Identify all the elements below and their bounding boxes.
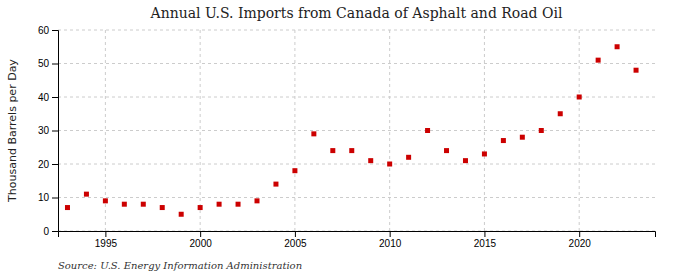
grid-line xyxy=(294,30,295,231)
point xyxy=(255,198,260,203)
tick-mark xyxy=(52,231,58,232)
grid-line xyxy=(58,63,655,64)
point xyxy=(217,202,222,207)
point xyxy=(198,205,203,210)
grid-line xyxy=(484,30,485,231)
point xyxy=(179,212,184,217)
tick: 2020 xyxy=(569,231,592,249)
point xyxy=(596,58,601,63)
tick-label: 50 xyxy=(38,58,50,69)
tick-mark xyxy=(295,231,296,237)
tick: 60 xyxy=(38,25,58,36)
tick-label: 20 xyxy=(38,159,50,170)
tick: 40 xyxy=(38,92,58,103)
point xyxy=(349,148,354,153)
grid-line xyxy=(200,30,201,231)
tick-label: 2015 xyxy=(474,238,497,249)
tick-label: 10 xyxy=(38,192,50,203)
point xyxy=(103,198,108,203)
point xyxy=(425,128,430,133)
tick-mark xyxy=(52,198,58,199)
tick-label: 2020 xyxy=(569,238,592,249)
tick-label: 60 xyxy=(38,25,50,36)
point xyxy=(634,68,639,73)
point xyxy=(141,202,146,207)
chart: 1995 2000 2005 2010 2015 2020 0 10 20 30 40 50 60 Ann… xyxy=(0,0,675,275)
grid-line xyxy=(579,30,580,231)
tick-label: 2010 xyxy=(379,238,402,249)
grid xyxy=(58,30,655,231)
grid-line xyxy=(58,97,655,98)
x-axis: 1995 2000 2005 2010 2015 2020 xyxy=(59,231,656,249)
tick-label: 1995 xyxy=(95,238,118,249)
tick-label: 30 xyxy=(38,125,50,136)
grid-line xyxy=(389,30,390,231)
tick: 2005 xyxy=(284,231,307,249)
point xyxy=(236,202,241,207)
point xyxy=(539,128,544,133)
point xyxy=(482,151,487,156)
tick-mark xyxy=(484,231,485,237)
tick-label: 2005 xyxy=(284,238,307,249)
tick-mark xyxy=(200,231,201,237)
point xyxy=(311,131,316,136)
tick: 2015 xyxy=(474,231,497,249)
point xyxy=(463,158,468,163)
plot: 1995 2000 2005 2010 2015 2020 0 10 20 30 40 50 60 xyxy=(38,25,656,249)
point xyxy=(122,202,127,207)
axis-line xyxy=(52,31,59,232)
tick-label: 40 xyxy=(38,92,50,103)
point xyxy=(577,95,582,100)
point xyxy=(406,155,411,160)
point xyxy=(615,44,620,49)
point xyxy=(273,182,278,187)
grid-line xyxy=(58,197,655,198)
point xyxy=(65,205,70,210)
annotation: Source: U.S. Energy Information Administ… xyxy=(58,260,302,271)
tick-mark xyxy=(52,131,58,132)
point xyxy=(387,162,392,167)
point xyxy=(160,205,165,210)
point xyxy=(520,135,525,140)
point xyxy=(558,111,563,116)
y-axis: 0 10 20 30 40 50 60 xyxy=(38,25,59,237)
tick-mark xyxy=(390,231,391,237)
points xyxy=(65,44,639,217)
tick-mark xyxy=(105,231,106,237)
tick: 20 xyxy=(38,159,58,170)
tick: 2010 xyxy=(379,231,402,249)
grid-line xyxy=(58,30,655,31)
tick: 30 xyxy=(38,125,58,136)
tick-mark xyxy=(52,164,58,165)
grid-line xyxy=(58,130,655,131)
point xyxy=(84,192,89,197)
tick: 2000 xyxy=(190,231,213,249)
axis-line xyxy=(59,232,656,238)
grid-line xyxy=(58,164,655,165)
tick-mark xyxy=(52,30,58,31)
tick: 50 xyxy=(38,58,58,69)
tick: 10 xyxy=(38,192,58,203)
tick-mark xyxy=(52,97,58,98)
y-axis-label: Thousand Barrels per Day xyxy=(6,59,19,203)
title: Annual U.S. Imports from Canada of Aspha… xyxy=(150,5,563,21)
point xyxy=(368,158,373,163)
tick: 0 xyxy=(43,226,58,237)
tick: 1995 xyxy=(95,231,118,249)
point xyxy=(501,138,506,143)
tick-label: 2000 xyxy=(190,238,213,249)
point xyxy=(444,148,449,153)
point xyxy=(292,168,297,173)
tick-mark xyxy=(579,231,580,237)
tick-label: 0 xyxy=(43,226,49,237)
point xyxy=(330,148,335,153)
tick-mark xyxy=(52,64,58,65)
